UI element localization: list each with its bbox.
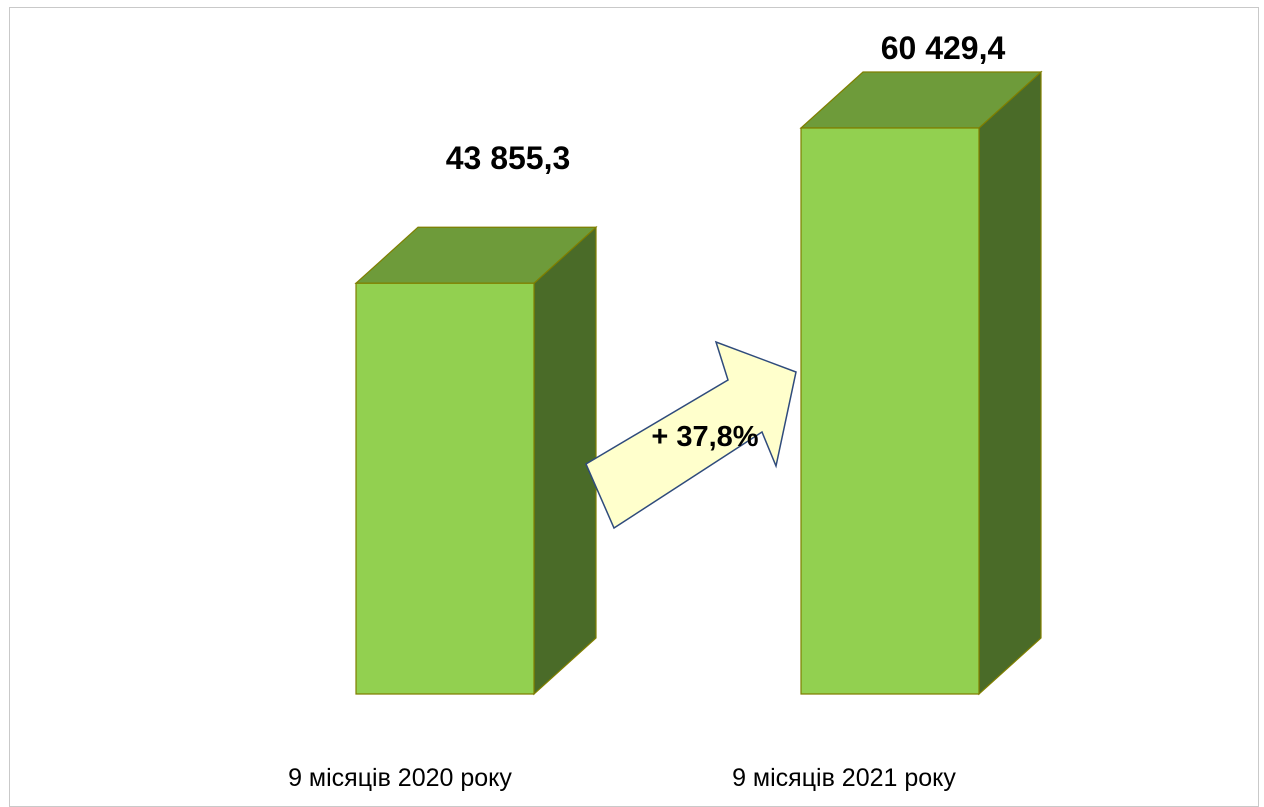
- chart-frame: [9, 7, 1259, 807]
- bar-side-2020: [533, 225, 597, 696]
- bar-2021: [800, 127, 980, 695]
- growth-arrow-layer: + 37,8%: [585, 340, 797, 530]
- labels-layer: 43 855,3 60 429,4 9 місяців 2020 року 9 …: [288, 30, 1005, 792]
- bar-2020: [355, 282, 535, 695]
- category-label-2020: 9 місяців 2020 року: [288, 764, 512, 792]
- bars-layer: [354, 70, 1043, 696]
- growth-percent-label: + 37,8%: [651, 421, 758, 453]
- data-label-2020: 43 855,3: [446, 140, 571, 176]
- data-label-2021: 60 429,4: [881, 30, 1006, 66]
- growth-arrow: [585, 340, 797, 530]
- category-label-2021: 9 місяців 2021 року: [732, 764, 956, 792]
- bar-side-2021: [978, 70, 1042, 696]
